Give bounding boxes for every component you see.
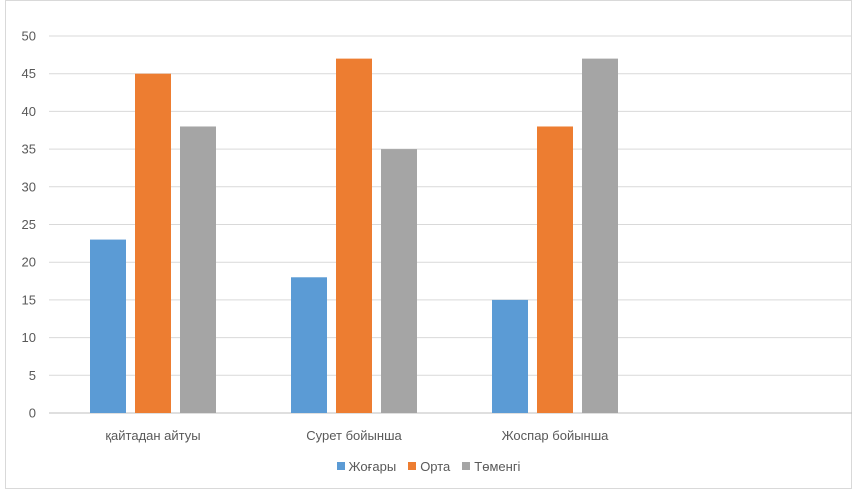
x-tick-label: Сурет бойынша: [306, 428, 402, 443]
y-tick-label: 15: [22, 292, 36, 307]
y-tick-label: 30: [22, 179, 36, 194]
bar: [582, 58, 618, 414]
bar: [381, 149, 417, 413]
y-tick-label: 5: [29, 368, 36, 383]
legend-item: Төменгі: [462, 459, 520, 474]
bar: [537, 126, 573, 413]
y-tick-label: 45: [22, 66, 36, 81]
y-tick-label: 50: [22, 29, 36, 44]
y-tick-label: 35: [22, 142, 36, 157]
bar: [135, 73, 171, 413]
legend-swatch: [408, 462, 417, 470]
legend: Жоғары Орта Төменгі: [0, 458, 857, 474]
legend-label: Жоғары: [348, 458, 397, 474]
legend-swatch: [462, 462, 471, 470]
bars: [90, 58, 618, 414]
y-tick-label: 25: [22, 217, 36, 232]
x-tick-label: Жоспар бойынша: [502, 428, 610, 443]
bar: [291, 277, 327, 413]
y-tick-label: 40: [22, 104, 36, 119]
legend-label: Орта: [420, 458, 451, 474]
legend-swatch: [336, 462, 345, 470]
bar: [492, 299, 528, 413]
y-tick-label: 0: [29, 406, 36, 421]
y-tick-label: 10: [22, 330, 36, 345]
y-tick-label: 20: [22, 255, 36, 270]
bar: [90, 239, 126, 413]
legend-label: Төменгі: [474, 458, 521, 474]
legend-item: Орта: [408, 459, 450, 474]
bar: [180, 126, 216, 413]
x-tick-label: қайтадан айтуы: [105, 428, 200, 443]
bar: [336, 58, 372, 414]
x-axis-ticks: қайтадан айтуы Сурет бойынша Жоспар бойынш…: [105, 428, 609, 443]
legend-item: Жоғары: [336, 458, 397, 474]
y-axis-ticks: 0 5 10 15 20 25 30 35 40 45 50: [22, 29, 36, 421]
